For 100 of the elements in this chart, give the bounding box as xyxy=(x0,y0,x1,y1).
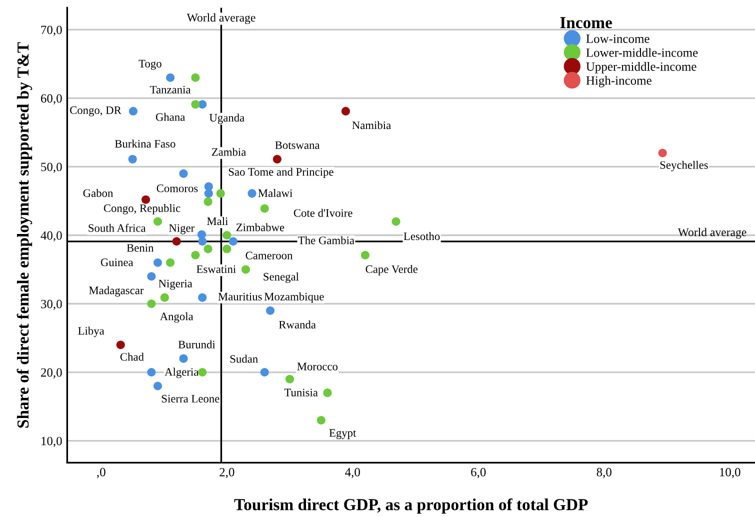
point xyxy=(222,230,232,240)
point xyxy=(204,197,212,206)
point xyxy=(360,250,370,260)
ref-line-label: World average xyxy=(678,228,746,239)
point xyxy=(147,299,156,308)
annotation: Burundi xyxy=(178,340,216,348)
annotation: Madagascar xyxy=(89,286,144,297)
x-tick-label: 8,0 xyxy=(596,468,612,478)
annotation: The Gambia xyxy=(298,236,354,244)
annotation: Angola xyxy=(160,312,194,323)
point xyxy=(128,154,137,164)
annotation: Chad xyxy=(120,352,144,361)
annotation: Benin xyxy=(126,244,154,252)
annotation: Eswatini xyxy=(196,265,236,274)
annotation: Cape Verde xyxy=(366,265,418,276)
annotation: Algeria xyxy=(164,368,199,378)
annotation: Mauritius xyxy=(218,292,262,300)
point xyxy=(260,368,269,377)
point xyxy=(204,189,213,198)
y-axis-title: Share of direct female employment supported by T&T xyxy=(16,42,32,428)
legend-label: Low-income xyxy=(586,34,650,43)
y-tick-label: 60,0 xyxy=(40,94,62,104)
annotation: Cameroon xyxy=(246,252,293,260)
point xyxy=(392,217,400,226)
point xyxy=(191,73,200,82)
annotation: South Africa xyxy=(88,224,146,232)
x-tick-label: 10,0 xyxy=(720,468,740,478)
annotation: Mozambique xyxy=(264,292,324,303)
point xyxy=(266,306,275,315)
ref-line-label: World average xyxy=(186,13,256,24)
annotation: Senegal xyxy=(264,272,299,283)
annotation: Tunisia xyxy=(284,388,318,396)
point xyxy=(341,106,350,116)
annotation: Botswana xyxy=(275,141,320,150)
annotation: Sudan xyxy=(230,354,258,363)
point xyxy=(166,258,175,267)
annotation: Sao Tome and Principe xyxy=(228,168,334,178)
point xyxy=(198,237,207,246)
annotation: Burkina Faso xyxy=(114,140,176,148)
point xyxy=(128,106,138,116)
annotation: Zimbabwe xyxy=(236,223,284,232)
point xyxy=(172,237,181,246)
annotation: Egypt xyxy=(329,429,356,440)
point xyxy=(222,244,232,254)
y-tick-label: 40,0 xyxy=(40,231,62,242)
point xyxy=(228,237,238,246)
point xyxy=(198,368,207,377)
annotation: Malawi xyxy=(258,188,292,197)
point xyxy=(191,250,200,260)
point xyxy=(323,388,332,398)
annotation: Zambia xyxy=(212,148,246,156)
point xyxy=(260,204,269,213)
annotation: Mali xyxy=(207,217,228,226)
point xyxy=(241,265,250,274)
legend-label: High-income xyxy=(586,76,652,88)
annotation: Congo, DR xyxy=(70,106,122,116)
point xyxy=(153,217,162,226)
x-tick-label: 6,0 xyxy=(471,468,486,478)
annotation: Libya xyxy=(78,326,104,338)
annotation: Tanzania xyxy=(150,86,191,94)
point xyxy=(147,272,156,281)
point xyxy=(179,354,188,363)
annotation: Sierra Leone xyxy=(162,394,220,403)
annotation: Seychelles xyxy=(660,160,708,172)
x-tick-label: 2,0 xyxy=(220,468,234,478)
point xyxy=(160,293,169,302)
point xyxy=(248,189,256,198)
annotation: Congo, Republic xyxy=(104,204,180,214)
point xyxy=(272,154,282,164)
point xyxy=(658,148,667,158)
point xyxy=(191,100,200,109)
point xyxy=(142,195,150,204)
annotation: Gabon xyxy=(83,188,114,197)
annotation: Lesotho xyxy=(404,232,440,240)
annotation: Niger xyxy=(168,224,194,234)
legend-title: Income xyxy=(560,17,612,28)
point xyxy=(198,100,207,109)
point xyxy=(179,169,188,178)
point xyxy=(116,340,125,350)
annotation: Nigeria xyxy=(158,280,192,290)
point xyxy=(316,416,326,425)
legend-label: Lower-middle-income xyxy=(586,48,698,57)
annotation: Guinea xyxy=(100,258,134,266)
y-tick-label: 30,0 xyxy=(41,300,62,310)
annotation: Comoros xyxy=(156,184,198,192)
annotation: Cote d'Ivoire xyxy=(294,208,352,217)
y-tick-label: 70,0 xyxy=(41,26,62,36)
point xyxy=(198,293,207,302)
annotation: Ghana xyxy=(156,112,186,121)
annotation: Namibia xyxy=(352,121,391,130)
annotation: Uganda xyxy=(209,114,244,124)
annotation: Rwanda xyxy=(278,320,316,329)
x-tick-label: 4,0 xyxy=(345,468,360,478)
x-axis-title: Tourism direct GDP, as a proportion of total GDP xyxy=(234,498,588,514)
y-tick-label: 10,0 xyxy=(42,436,62,448)
point xyxy=(153,258,162,267)
point xyxy=(285,374,294,384)
x-tick-label: ,0 xyxy=(96,468,106,478)
y-tick-label: 50,0 xyxy=(41,162,62,173)
legend-label: Upper-middle-income xyxy=(586,62,696,74)
